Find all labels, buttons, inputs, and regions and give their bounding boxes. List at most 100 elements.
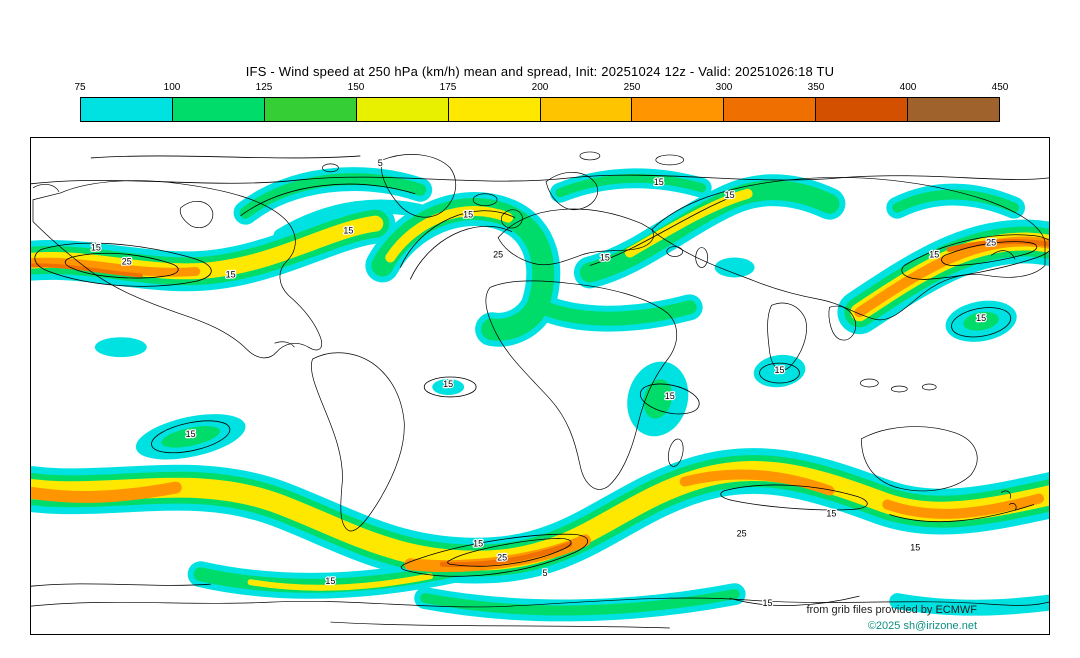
coastline <box>322 163 339 173</box>
spread-contour <box>951 307 1012 338</box>
wind-speed-band <box>239 173 427 219</box>
colorbar-tick: 75 <box>74 82 86 93</box>
colorbar-tick: 125 <box>255 82 273 93</box>
wind-speed-band <box>624 188 753 258</box>
coastline <box>667 438 684 467</box>
wind-speed-band <box>432 379 465 395</box>
coastline <box>32 180 322 359</box>
spread-contour <box>409 225 513 280</box>
wind-speed-band <box>643 379 673 419</box>
contour-label: 15 <box>654 177 664 187</box>
wind-speed-band <box>714 257 755 278</box>
contour-label: 15 <box>910 542 920 552</box>
wind-speed-band <box>273 199 438 243</box>
contour-label: 15 <box>186 429 196 439</box>
contour-label: 5 <box>378 158 383 168</box>
coastline <box>179 201 214 229</box>
spread-contour <box>589 195 735 266</box>
wind-speed-band <box>247 573 434 591</box>
coastline <box>767 302 807 371</box>
spread-contour <box>889 504 1035 523</box>
wind-speed-map-svg: 15 25 15 15 15 25 15 15 15 15 25 15 15 15 15 15 15 25 5 25 1… <box>31 151 1049 629</box>
attribution: from grib files provided by ECMWF ©2025 … <box>806 604 977 632</box>
contour-label: 25 <box>737 528 747 538</box>
coastline <box>32 183 60 192</box>
contour-label: 15 <box>226 269 236 279</box>
contour-label: 15 <box>91 243 101 253</box>
spread-contour <box>64 252 179 279</box>
colorbar-segment <box>908 98 1000 121</box>
spread-contour <box>31 583 211 587</box>
spread-contour <box>400 533 589 577</box>
wind-speed-band <box>892 189 1020 213</box>
coastline <box>545 172 598 211</box>
contour-label: 15 <box>826 508 836 518</box>
spread-contour <box>240 183 416 217</box>
wind-speed-band <box>679 469 835 496</box>
spread-contour <box>90 155 361 159</box>
wind-speed-band <box>94 337 147 358</box>
colorbar-tick: 350 <box>807 82 825 93</box>
coastline <box>330 621 670 629</box>
wind-speed-band <box>531 298 697 326</box>
colorbar-segment <box>448 98 541 121</box>
jet-streams-group <box>31 167 1049 622</box>
colorbar-tick: 200 <box>531 82 549 93</box>
coastline <box>655 154 685 166</box>
coastline <box>695 247 709 268</box>
contour-label: 15 <box>463 210 473 220</box>
colorbar-tick: 150 <box>347 82 365 93</box>
colorbar-segment <box>632 98 725 121</box>
colorbar-tick: 175 <box>439 82 457 93</box>
spread-contour <box>901 234 1049 280</box>
coastline <box>485 280 678 490</box>
colorbar-segment <box>172 98 265 121</box>
coastline <box>861 426 978 492</box>
wind-speed-band <box>882 493 1045 519</box>
colorbar-segment <box>540 98 633 121</box>
colorbar-segment <box>356 98 449 121</box>
colorbar-tick: 450 <box>991 82 1009 93</box>
spread-contour <box>639 383 700 415</box>
colorbar-segment <box>264 98 357 121</box>
contour-label: 25 <box>122 256 132 266</box>
coastline <box>497 208 654 266</box>
coastline <box>1000 490 1017 511</box>
contour-label: 15 <box>343 226 353 236</box>
spread-contour <box>151 420 231 454</box>
coastline <box>860 378 879 388</box>
coastline <box>274 341 295 348</box>
colorbar: 75 100 125 150 175 200 250 300 350 400 450 <box>74 82 1008 122</box>
coastline <box>472 193 498 207</box>
spread-contour <box>720 484 868 511</box>
contour-label: 15 <box>443 379 453 389</box>
wind-speed-band <box>420 589 740 616</box>
coastline <box>921 383 937 391</box>
attribution-copyright-link[interactable]: ©2025 sh@irizone.net <box>867 620 977 632</box>
coastline <box>381 154 457 218</box>
contour-label: 15 <box>763 598 773 608</box>
contour-label: 15 <box>775 365 785 375</box>
spread-contour <box>399 210 516 268</box>
contour-label: 25 <box>493 250 503 260</box>
wind-speed-band <box>31 257 201 277</box>
wind-speed-band <box>31 263 143 278</box>
contour-label: 15 <box>929 250 939 260</box>
coastline <box>311 352 405 532</box>
wind-speed-band <box>555 173 707 198</box>
contour-labels-group: 15 25 15 15 15 25 15 15 15 15 25 15 15 15 15 15 15 25 5 25 1… <box>90 157 998 610</box>
contour-label: 5 <box>542 568 547 578</box>
spread-contour <box>423 376 477 398</box>
coastline <box>579 151 601 161</box>
spread-contour <box>34 242 212 287</box>
coastlines-group <box>31 151 1049 629</box>
colorbar-tick: 100 <box>163 82 181 93</box>
wind-speed-band <box>753 354 806 388</box>
coastline <box>828 305 857 341</box>
colorbar-tick-labels: 75 100 125 150 175 200 250 300 350 400 450 <box>74 82 1008 97</box>
attribution-source: from grib files provided by ECMWF <box>806 604 977 616</box>
spread-contour <box>729 595 860 606</box>
wind-speed-band <box>889 593 1049 616</box>
spread-contour <box>31 174 1049 185</box>
